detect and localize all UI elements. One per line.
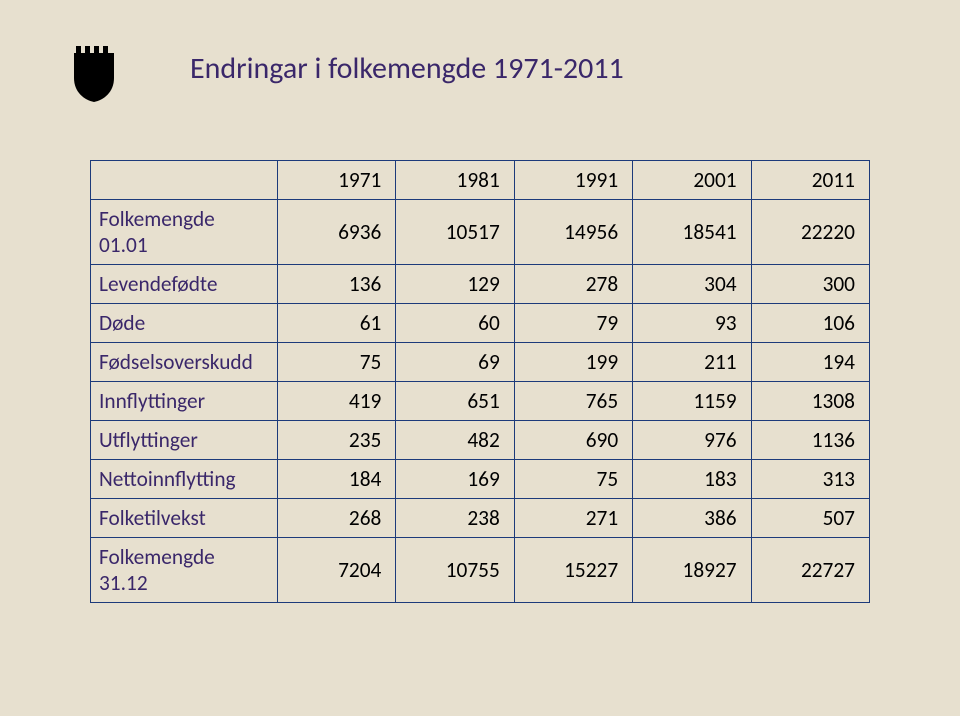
table-row: Fødselsoverskudd7569199211194 bbox=[91, 343, 870, 382]
cell: 386 bbox=[633, 499, 751, 538]
cell: 169 bbox=[396, 460, 514, 499]
table-row: Innflyttinger41965176511591308 bbox=[91, 382, 870, 421]
cell: 271 bbox=[514, 499, 632, 538]
cell: 482 bbox=[396, 421, 514, 460]
table-row: Folkemengde 01.0169361051714956185412222… bbox=[91, 200, 870, 265]
shield-icon bbox=[72, 46, 116, 102]
table-row: Levendefødte136129278304300 bbox=[91, 265, 870, 304]
cell: 268 bbox=[277, 499, 395, 538]
cell: 690 bbox=[514, 421, 632, 460]
cell: 419 bbox=[277, 382, 395, 421]
cell: 6936 bbox=[277, 200, 395, 265]
cell: 313 bbox=[751, 460, 869, 499]
col-header-2011: 2011 bbox=[751, 161, 869, 200]
page-title: Endringar i folkemengde 1971-2011 bbox=[190, 50, 624, 87]
row-label: Folkemengde 31.12 bbox=[91, 538, 278, 603]
table-row: Nettoinnflytting18416975183313 bbox=[91, 460, 870, 499]
cell: 183 bbox=[633, 460, 751, 499]
cell: 211 bbox=[633, 343, 751, 382]
cell: 69 bbox=[396, 343, 514, 382]
cell: 199 bbox=[514, 343, 632, 382]
table-row: Utflyttinger2354826909761136 bbox=[91, 421, 870, 460]
col-header-1991: 1991 bbox=[514, 161, 632, 200]
cell: 75 bbox=[514, 460, 632, 499]
row-label: Folketilvekst bbox=[91, 499, 278, 538]
row-label: Nettoinnflytting bbox=[91, 460, 278, 499]
cell: 93 bbox=[633, 304, 751, 343]
cell: 7204 bbox=[277, 538, 395, 603]
table-row: Folkemengde 31.1272041075515227189272272… bbox=[91, 538, 870, 603]
cell: 507 bbox=[751, 499, 869, 538]
row-label: Fødselsoverskudd bbox=[91, 343, 278, 382]
row-label: Folkemengde 01.01 bbox=[91, 200, 278, 265]
cell: 60 bbox=[396, 304, 514, 343]
cell: 235 bbox=[277, 421, 395, 460]
row-label: Utflyttinger bbox=[91, 421, 278, 460]
cell: 1159 bbox=[633, 382, 751, 421]
cell: 22220 bbox=[751, 200, 869, 265]
row-label: Døde bbox=[91, 304, 278, 343]
col-header-1981: 1981 bbox=[396, 161, 514, 200]
table-row: Folketilvekst268238271386507 bbox=[91, 499, 870, 538]
cell: 184 bbox=[277, 460, 395, 499]
row-label: Innflyttinger bbox=[91, 382, 278, 421]
table-row: Døde61607993106 bbox=[91, 304, 870, 343]
col-header-blank bbox=[91, 161, 278, 200]
cell: 18541 bbox=[633, 200, 751, 265]
cell: 129 bbox=[396, 265, 514, 304]
col-header-1971: 1971 bbox=[277, 161, 395, 200]
cell: 651 bbox=[396, 382, 514, 421]
cell: 194 bbox=[751, 343, 869, 382]
cell: 10517 bbox=[396, 200, 514, 265]
cell: 278 bbox=[514, 265, 632, 304]
row-label: Levendefødte bbox=[91, 265, 278, 304]
cell: 18927 bbox=[633, 538, 751, 603]
cell: 15227 bbox=[514, 538, 632, 603]
cell: 79 bbox=[514, 304, 632, 343]
col-header-2001: 2001 bbox=[633, 161, 751, 200]
slide: Endringar i folkemengde 1971-2011 197119… bbox=[0, 0, 960, 716]
cell: 14956 bbox=[514, 200, 632, 265]
cell: 1308 bbox=[751, 382, 869, 421]
cell: 304 bbox=[633, 265, 751, 304]
cell: 1136 bbox=[751, 421, 869, 460]
cell: 106 bbox=[751, 304, 869, 343]
cell: 75 bbox=[277, 343, 395, 382]
cell: 10755 bbox=[396, 538, 514, 603]
cell: 765 bbox=[514, 382, 632, 421]
cell: 136 bbox=[277, 265, 395, 304]
cell: 976 bbox=[633, 421, 751, 460]
population-table: 19711981199120012011Folkemengde 01.01693… bbox=[90, 160, 870, 603]
cell: 22727 bbox=[751, 538, 869, 603]
cell: 61 bbox=[277, 304, 395, 343]
cell: 238 bbox=[396, 499, 514, 538]
cell: 300 bbox=[751, 265, 869, 304]
